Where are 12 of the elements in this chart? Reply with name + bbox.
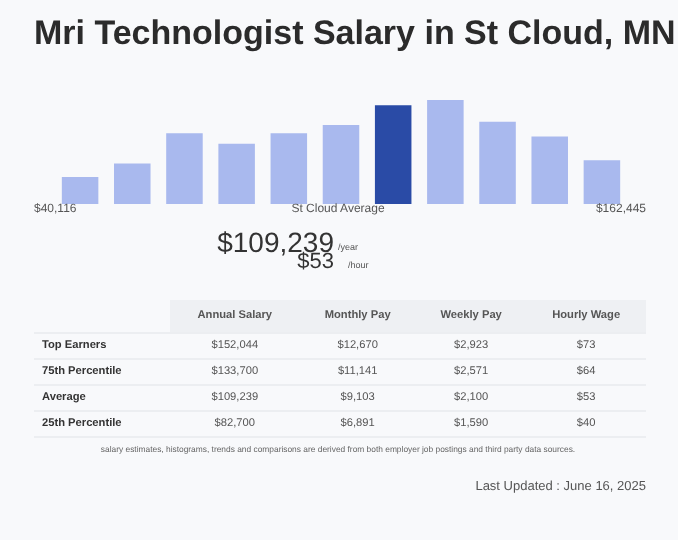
bar [114,163,151,204]
bar [61,176,99,204]
bar [166,133,203,204]
bar [270,133,308,204]
bar [322,124,360,204]
chart-title: Mri Technologist Salary in St Cloud, MN [34,14,676,54]
bar [427,100,464,204]
bar [583,160,621,204]
bar [531,136,568,204]
bar [218,143,255,204]
bar [479,121,516,204]
bar [374,105,412,204]
